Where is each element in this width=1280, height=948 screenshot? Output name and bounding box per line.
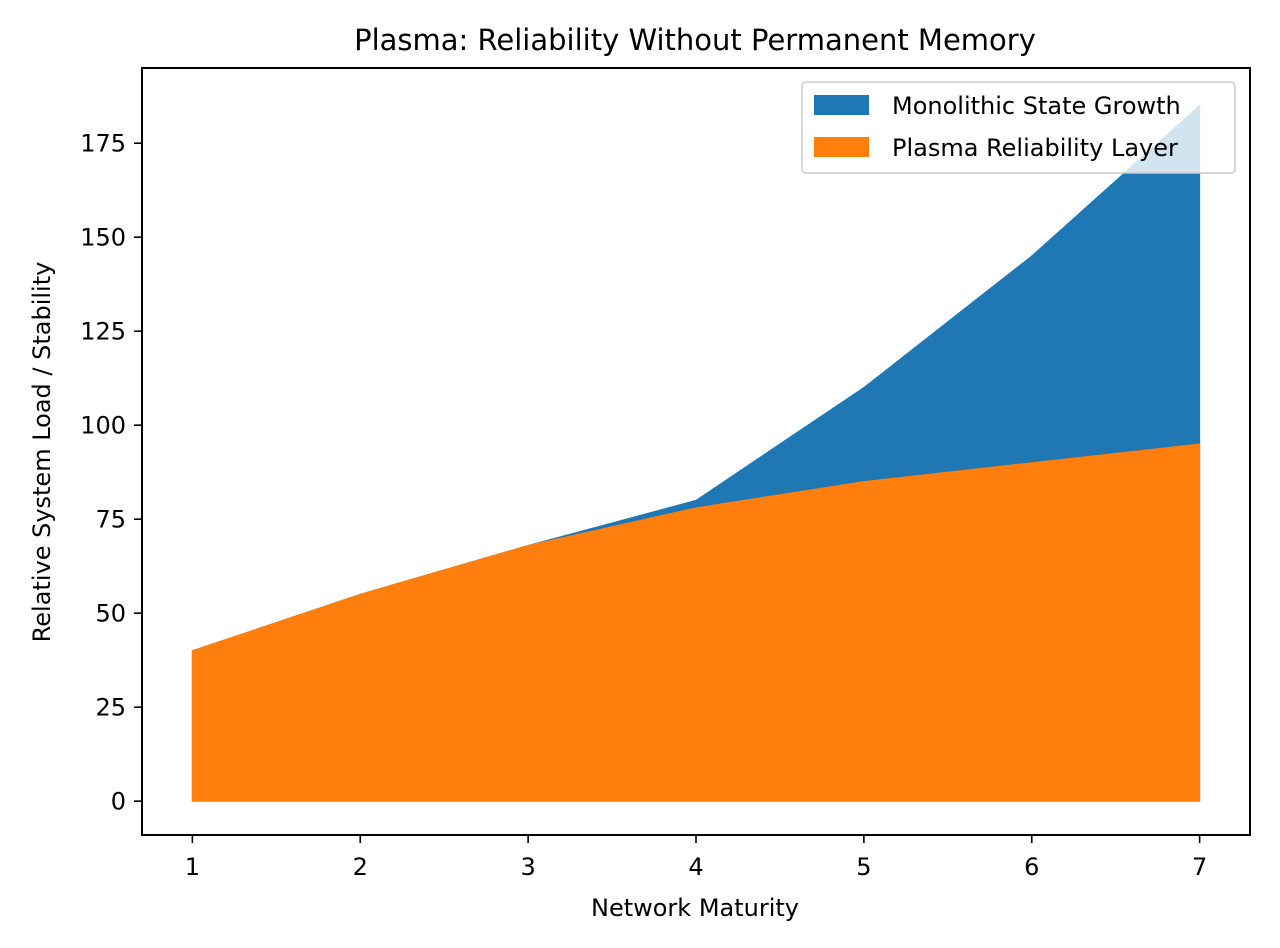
x-axis-title: Network Maturity xyxy=(591,894,799,922)
series-1-point-6 xyxy=(1199,443,1201,445)
series-1-point-2 xyxy=(527,544,529,547)
series-1-point-0 xyxy=(191,650,193,652)
series-1-point-1 xyxy=(359,593,361,595)
y-axis-ticks: 0 25 50 75 100 125 150 175 xyxy=(80,130,142,816)
legend-label-monolithic: Monolithic State Growth xyxy=(892,92,1181,120)
y-tick-label-5: 125 xyxy=(80,318,126,346)
x-tick-label-2: 3 xyxy=(520,853,535,881)
series-1-point-3 xyxy=(695,507,697,509)
x-tick-label-3: 4 xyxy=(688,853,703,881)
x-axis-ticks: 1 2 3 4 5 6 7 xyxy=(185,835,1207,881)
y-tick-label-3: 75 xyxy=(95,506,126,534)
y-tick-label-6: 150 xyxy=(80,224,126,252)
series-area-1 xyxy=(191,443,1201,802)
legend: Monolithic State Growth Plasma Reliabili… xyxy=(801,81,1236,174)
series-1-point-5 xyxy=(1031,462,1033,464)
y-tick-label-7: 175 xyxy=(80,130,126,158)
legend-swatch-monolithic xyxy=(814,95,869,115)
y-tick-label-4: 100 xyxy=(80,412,126,440)
series-1-point-4 xyxy=(863,480,865,483)
series-0-point-4 xyxy=(863,386,865,389)
legend-box xyxy=(801,81,1236,174)
x-tick-label-6: 7 xyxy=(1192,853,1207,881)
x-tick-label-4: 5 xyxy=(856,853,871,881)
series-0-point-3 xyxy=(695,499,697,501)
y-tick-label-1: 25 xyxy=(95,694,126,722)
x-tick-label-1: 2 xyxy=(353,853,368,881)
series-layer xyxy=(191,104,1201,802)
y-axis-title: Relative System Load / Stability xyxy=(28,262,56,643)
chart-title: Plasma: Reliability Without Permanent Me… xyxy=(354,23,1036,57)
series-0-point-5 xyxy=(1031,255,1033,257)
x-tick-label-0: 1 xyxy=(185,853,200,881)
y-tick-label-2: 50 xyxy=(95,600,126,628)
x-tick-label-5: 6 xyxy=(1024,853,1039,881)
legend-label-plasma: Plasma Reliability Layer xyxy=(892,134,1178,162)
legend-swatch-plasma xyxy=(814,137,869,157)
y-tick-label-0: 0 xyxy=(111,788,126,816)
